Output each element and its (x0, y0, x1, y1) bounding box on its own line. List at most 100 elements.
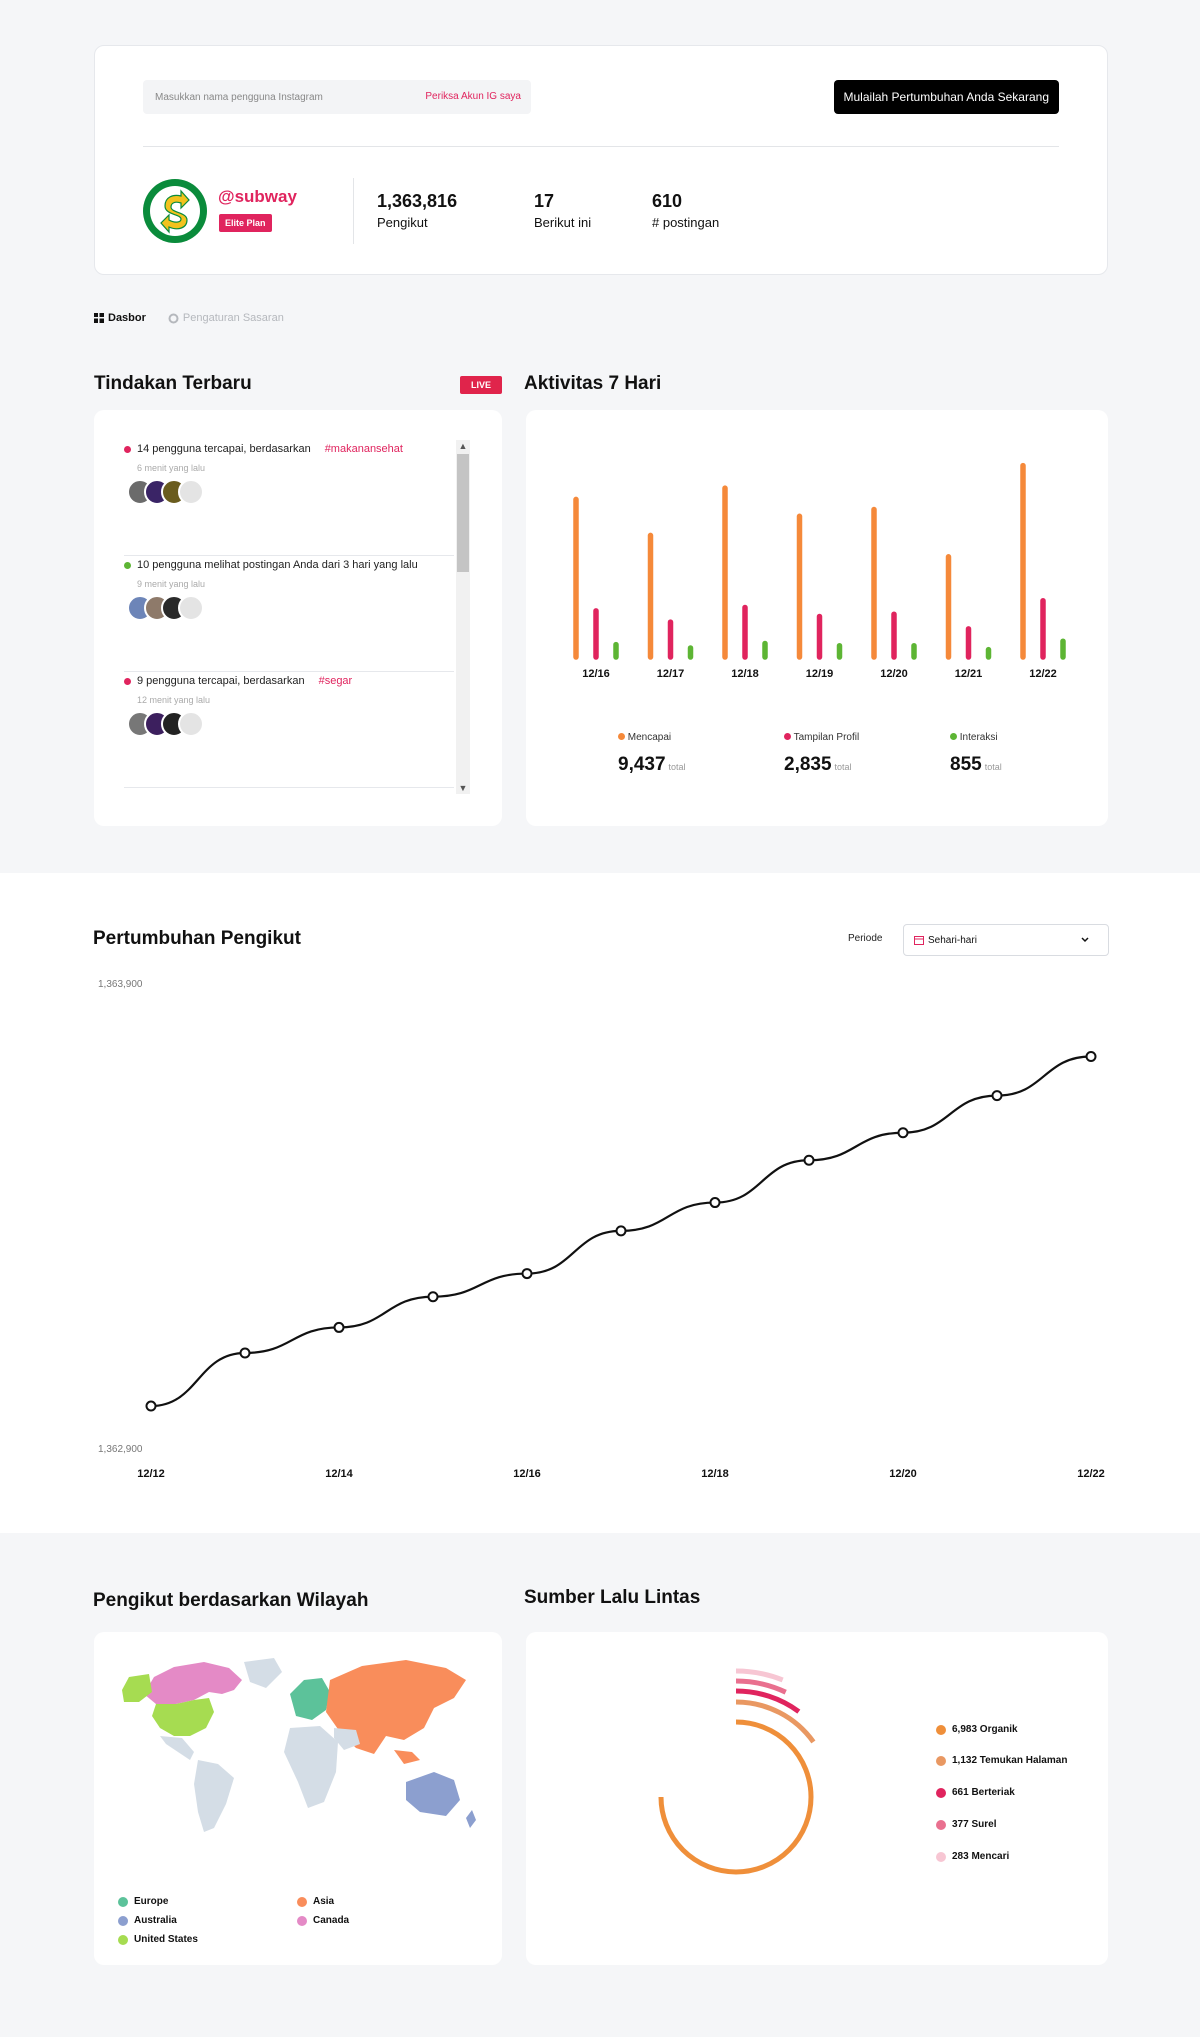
user-avatars (127, 595, 454, 621)
data-point[interactable] (333, 1321, 345, 1333)
europe-dot-icon (118, 1896, 128, 1907)
traffic-title: Sumber Lalu Lintas (524, 1587, 701, 1608)
y-tick-label: 1,362,900 (98, 1444, 143, 1455)
traffic-arc-organik[interactable] (658, 1719, 814, 1875)
legend-search-label: 283 Mencari (952, 1851, 1010, 1862)
interactions-total-unit: total (984, 762, 1002, 772)
posts-stat: 610 # postingan (652, 191, 719, 230)
map-region-southeast-asia[interactable] (394, 1750, 420, 1764)
search-dot-icon (936, 1851, 946, 1862)
data-point[interactable] (239, 1347, 251, 1359)
reach-total-unit: total (668, 762, 686, 772)
subway-logo-avatar (143, 179, 207, 243)
data-point[interactable] (521, 1268, 533, 1280)
scroll-up-icon[interactable]: ▲ (458, 441, 468, 451)
traffic-arc-mencari[interactable] (735, 1668, 784, 1683)
legend-united-states-label: United States (134, 1934, 198, 1945)
hashtag-link[interactable]: #makanansehat (324, 443, 403, 455)
world-map (122, 1658, 476, 1832)
action-text: 10 pengguna melihat postingan Anda dari … (137, 559, 418, 571)
followers-count: 1,363,816 (377, 191, 458, 211)
chevron-down-icon (1081, 937, 1089, 943)
traffic-arc-surel[interactable] (735, 1678, 787, 1695)
traffic-arc-berteriak[interactable] (735, 1688, 801, 1714)
main-tabs: Dasbor Pengaturan Sasaran (94, 312, 284, 324)
more-avatars-icon[interactable] (178, 711, 204, 737)
legend-asia-label: Asia (313, 1896, 335, 1907)
legend-reach-label: Mencapai (627, 732, 672, 743)
map-region-europe[interactable] (290, 1678, 330, 1720)
start-growth-button[interactable]: Mulailah Pertumbuhan Anda Sekarang (833, 80, 1059, 114)
tab-target-settings[interactable]: Pengaturan Sasaran (168, 312, 284, 324)
y-tick-label: 1,363,900 (98, 979, 143, 990)
check-account-link[interactable]: Periksa Akun IG saya (425, 91, 521, 102)
x-tick-label: 12/22 (1029, 668, 1057, 680)
live-badge: LIVE (460, 376, 502, 394)
interactions-total: 855 total (950, 754, 1002, 776)
traffic-arc-temukan-halaman[interactable] (735, 1699, 816, 1744)
legend-canada: Canada (297, 1915, 349, 1926)
data-point[interactable] (897, 1127, 909, 1139)
x-tick-label: 12/18 (701, 1468, 729, 1480)
data-point[interactable] (427, 1291, 439, 1303)
legend-shoutout-label: 661 Berteriak (952, 1787, 1015, 1798)
profile-divider (143, 146, 1059, 147)
username-search-input[interactable] (155, 80, 415, 114)
profile-views-total-unit: total (834, 762, 852, 772)
map-region-united-states[interactable] (152, 1698, 214, 1736)
activity-bar-chart: 12/16 12/17 12/18 12/19 12/20 12/21 12/22 (573, 462, 1066, 680)
action-text: 9 pengguna tercapai, berdasarkan (137, 675, 305, 687)
map-region-canada[interactable] (144, 1662, 242, 1704)
reach-dot-icon (618, 733, 625, 740)
x-tick-label: 12/16 (513, 1468, 541, 1480)
user-avatars (127, 479, 454, 505)
legend-discover-label: 1,132 Temukan Halaman (952, 1755, 1068, 1766)
data-point[interactable] (991, 1090, 1003, 1102)
tab-dashboard[interactable]: Dasbor (94, 312, 146, 324)
action-text: 14 pengguna tercapai, berdasarkan (137, 443, 311, 455)
x-tick-label: 12/19 (806, 668, 834, 680)
legend-interactions-label: Interaksi (959, 732, 998, 743)
period-select[interactable]: Sehari-hari (903, 924, 1109, 956)
data-point[interactable] (803, 1154, 815, 1166)
shoutout-dot-icon (936, 1787, 946, 1798)
x-tick-label: 12/20 (880, 668, 908, 680)
legend-canada-label: Canada (313, 1915, 350, 1926)
recent-actions-title: Tindakan Terbaru (94, 373, 252, 394)
x-tick-label: 12/14 (325, 1468, 353, 1480)
legend-profile-views: Tampilan Profil (784, 732, 859, 743)
x-tick-label: 12/18 (731, 668, 759, 680)
plan-badge: Elite Plan (219, 214, 272, 232)
legend-organic-label: 6,983 Organik (952, 1724, 1018, 1735)
posts-count: 610 (652, 191, 683, 211)
more-avatars-icon[interactable] (178, 479, 204, 505)
scroll-thumb[interactable] (457, 454, 469, 572)
more-avatars-icon[interactable] (178, 595, 204, 621)
hashtag-link[interactable]: #segar (318, 675, 353, 687)
list-item: 9 pengguna tercapai, berdasarkan #segar … (124, 672, 454, 788)
map-region-australia[interactable] (406, 1772, 460, 1816)
data-point[interactable] (615, 1225, 627, 1237)
reach-total: 9,437 total (618, 754, 686, 776)
united-states-dot-icon (118, 1934, 128, 1945)
canada-dot-icon (297, 1915, 307, 1926)
traffic-radial-chart (658, 1668, 816, 1875)
reach-total-value: 9,437 (618, 754, 666, 775)
data-point[interactable] (145, 1400, 157, 1412)
email-dot-icon (936, 1819, 946, 1830)
map-region-new-zealand[interactable] (466, 1810, 476, 1828)
map-region-alaska[interactable] (122, 1674, 152, 1702)
action-time: 9 menit yang lalu (137, 579, 206, 589)
scroll-down-icon[interactable]: ▼ (458, 783, 468, 793)
data-point[interactable] (709, 1197, 721, 1209)
legend-email: 377 Surel (936, 1819, 996, 1830)
map-region-asia[interactable] (326, 1660, 466, 1754)
action-list-scrollbar[interactable]: ▲ ▼ (456, 440, 470, 794)
map-region-central-america (160, 1736, 194, 1760)
gear-icon (168, 313, 179, 323)
data-point[interactable] (1085, 1051, 1097, 1063)
regions-card: Europe Asia Australia Canada United Stat… (94, 1632, 502, 1965)
legend-europe-label: Europe (134, 1896, 169, 1907)
legend-europe: Europe (118, 1896, 168, 1907)
x-tick-label: 12/17 (657, 668, 685, 680)
